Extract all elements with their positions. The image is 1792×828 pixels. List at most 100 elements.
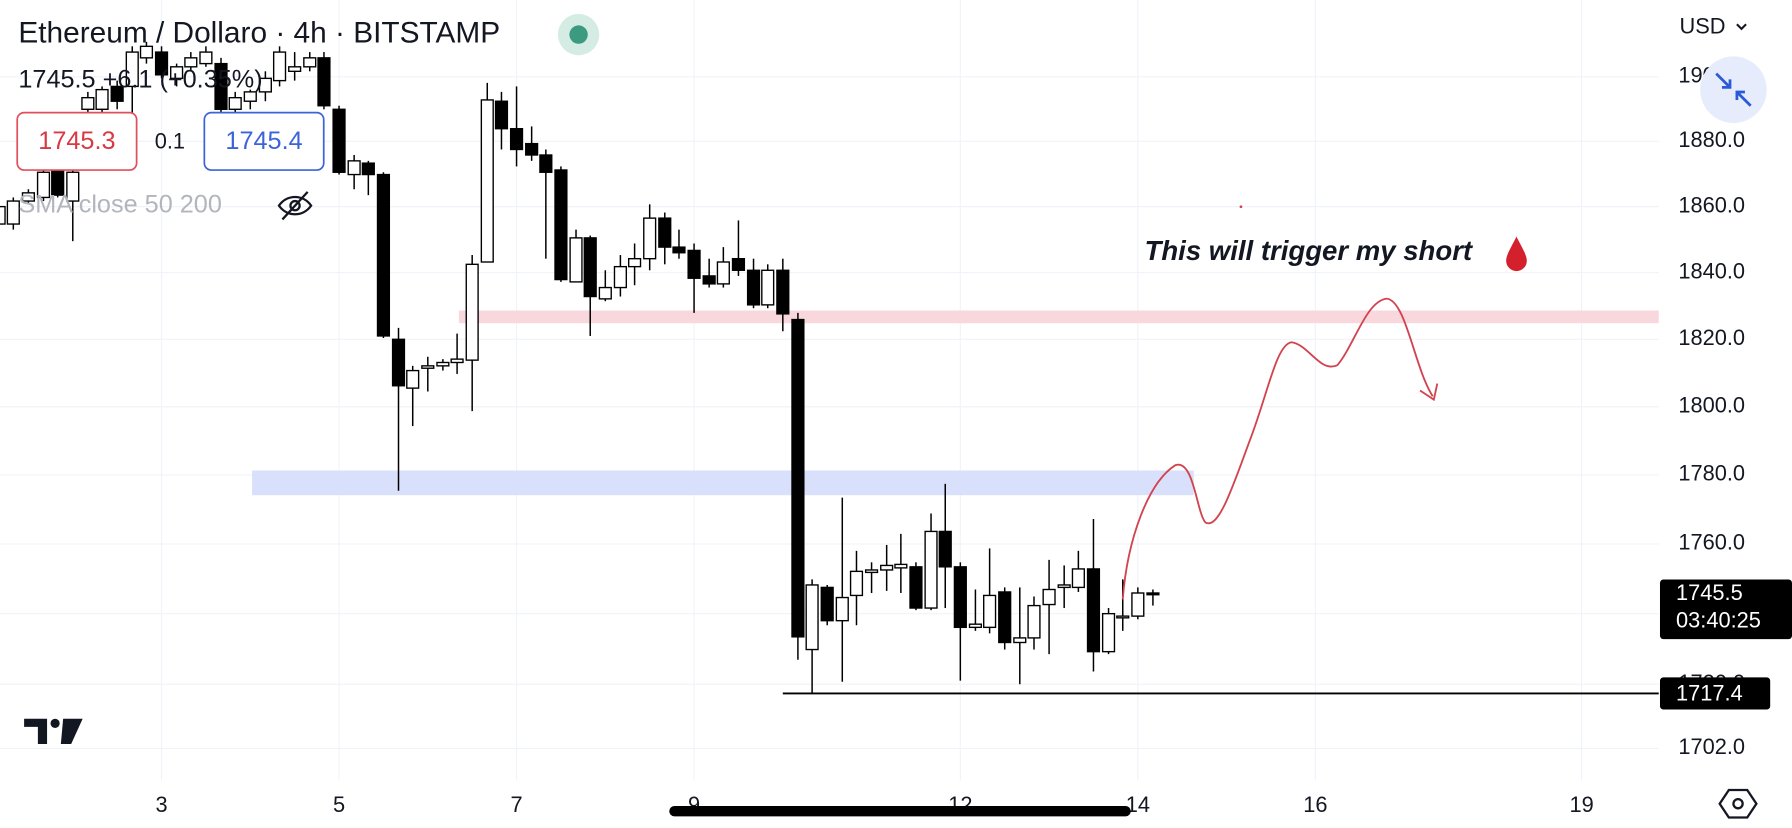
price-axis-panel	[1658, 0, 1792, 781]
candle-body	[938, 530, 952, 568]
drop-icon	[1506, 236, 1527, 272]
candle-body	[687, 249, 701, 279]
candle-body	[569, 237, 583, 283]
last-price: 1745.5	[18, 65, 95, 93]
time-axis-panel	[0, 780, 1792, 828]
candle-body	[864, 569, 879, 574]
candle-body	[376, 173, 391, 337]
indicator-label: SMA close 50 200	[18, 190, 222, 218]
candle-body	[154, 51, 169, 76]
spread: 0.1	[155, 128, 185, 153]
candle-body	[465, 263, 479, 361]
sell-button[interactable]	[16, 111, 138, 171]
candle-body	[317, 57, 331, 107]
candle-body	[450, 358, 464, 364]
candle-body	[228, 96, 242, 110]
last-price-tag	[1659, 579, 1792, 640]
candle-body	[583, 237, 597, 298]
settings-icon-core	[1732, 798, 1744, 810]
home-indicator[interactable]	[669, 806, 1131, 817]
candle-body	[716, 261, 730, 285]
candle-body	[658, 217, 672, 248]
candle-body	[1013, 637, 1027, 644]
candle-body	[243, 91, 257, 102]
x-tick-label: 3	[155, 792, 167, 817]
candle-body	[613, 265, 628, 289]
candle-body	[66, 171, 80, 202]
candle-body	[643, 217, 657, 260]
candle-body	[258, 77, 272, 93]
candle-body	[509, 128, 524, 151]
candle-body	[968, 623, 983, 629]
candle-body	[598, 286, 612, 300]
change: +6.1	[103, 65, 153, 93]
candle-body	[1027, 604, 1041, 639]
y-tick-label: 1702.0	[1678, 734, 1745, 759]
candle-body	[1131, 592, 1145, 617]
candle-body	[361, 162, 375, 176]
candle-body	[21, 192, 36, 202]
currency[interactable]: USD	[1679, 13, 1725, 38]
candle-body	[849, 570, 864, 597]
zones	[252, 310, 1659, 496]
candle-body	[288, 66, 302, 72]
candle-body	[303, 57, 317, 68]
currency-chevron	[1736, 23, 1747, 31]
candle-body	[776, 269, 790, 315]
candle-body	[170, 66, 184, 80]
candle-body	[0, 205, 6, 225]
candle-body	[894, 563, 908, 569]
candle-body	[272, 51, 287, 82]
candles	[0, 41, 1160, 694]
candle-body	[554, 169, 568, 281]
y-tick-label: 1800.0	[1678, 393, 1745, 418]
candle-body	[731, 258, 746, 271]
candle-body	[1042, 588, 1056, 606]
y-tick-label: 1820.0	[1678, 325, 1745, 350]
candle-body	[820, 586, 834, 622]
candle-body	[214, 62, 228, 110]
status-dot	[569, 25, 588, 44]
candle-body	[421, 365, 435, 369]
candle-body	[480, 99, 494, 263]
x-tick-label: 19	[1569, 792, 1593, 817]
candle-body	[95, 88, 109, 110]
candle-body	[1071, 568, 1085, 589]
minimize-button[interactable]	[1700, 56, 1767, 123]
arrow-head	[1419, 383, 1439, 402]
candle-body	[1057, 584, 1071, 589]
countdown-label: 03:40:25	[1676, 608, 1761, 633]
candle-body	[924, 530, 938, 609]
hline-tag-label: 1717.4	[1676, 680, 1743, 705]
candle-body	[672, 246, 686, 254]
candle-body	[184, 57, 198, 68]
candle-body	[746, 269, 761, 306]
settings-icon[interactable]	[1718, 788, 1758, 819]
candle-body	[1116, 615, 1130, 619]
candle-body	[539, 154, 553, 173]
hide-indicator-icon[interactable]	[277, 191, 313, 221]
candle-body	[1146, 592, 1160, 596]
candle-body	[702, 275, 716, 285]
bid: 1745.3	[38, 127, 115, 155]
candle-body	[125, 51, 139, 88]
candle-body	[805, 584, 819, 651]
hline-tag	[1659, 677, 1771, 710]
candle-body	[525, 142, 539, 156]
y-tick-label: 1860.0	[1678, 192, 1745, 217]
change-pct: (+0.35%)	[159, 65, 262, 93]
y-tick-label: 1760.0	[1678, 530, 1745, 555]
candle-body	[199, 51, 213, 65]
candle-body	[998, 591, 1012, 644]
grid	[0, 0, 1659, 781]
buy-button[interactable]	[203, 111, 325, 171]
candle-body	[332, 108, 346, 173]
candle-body	[983, 594, 997, 629]
ask: 1745.4	[225, 127, 302, 155]
price-tags: 1717.4 1745.5 03:40:25	[1659, 579, 1792, 710]
y-tick-label: 1840.0	[1678, 258, 1745, 283]
axes: 1900.01880.01860.01840.01820.01800.01780…	[155, 63, 1745, 817]
tradingview-logo	[24, 718, 83, 745]
